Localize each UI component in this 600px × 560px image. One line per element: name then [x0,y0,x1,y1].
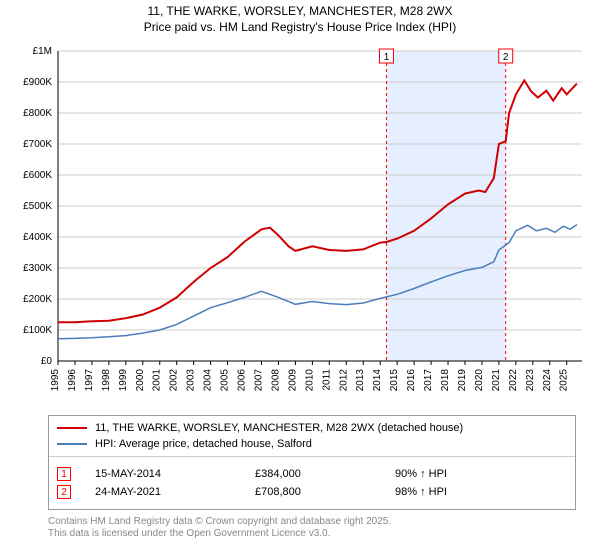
chart-titles: 11, THE WARKE, WORSLEY, MANCHESTER, M28 … [0,0,600,35]
svg-text:1998: 1998 [101,369,112,392]
svg-text:2025: 2025 [559,369,570,392]
event-row: 1 15-MAY-2014 £384,000 90% ↑ HPI [57,467,567,481]
event-row: 2 24-MAY-2021 £708,800 98% ↑ HPI [57,485,567,499]
svg-text:2004: 2004 [203,369,214,392]
svg-text:2000: 2000 [135,369,146,392]
footer: Contains HM Land Registry data © Crown c… [48,516,576,540]
svg-text:1997: 1997 [84,369,95,392]
svg-text:£200K: £200K [23,294,52,305]
svg-text:2022: 2022 [508,369,519,392]
legend-swatch-price [57,427,87,429]
svg-text:£600K: £600K [23,170,52,181]
legend-swatch-hpi [57,443,87,445]
svg-text:1: 1 [384,52,390,63]
svg-text:£0: £0 [41,356,53,367]
legend: 11, THE WARKE, WORSLEY, MANCHESTER, M28 … [49,416,575,456]
footer-line-1: Contains HM Land Registry data © Crown c… [48,516,576,528]
svg-text:2012: 2012 [338,369,349,392]
svg-text:1995: 1995 [50,369,61,392]
title-address: 11, THE WARKE, WORSLEY, MANCHESTER, M28 … [0,4,600,20]
svg-text:2023: 2023 [525,369,536,392]
legend-label-price: 11, THE WARKE, WORSLEY, MANCHESTER, M28 … [95,422,463,434]
svg-text:2024: 2024 [542,369,553,392]
svg-text:2001: 2001 [152,369,163,392]
svg-text:£800K: £800K [23,108,52,119]
event-date: 15-MAY-2014 [95,468,255,480]
svg-text:2020: 2020 [474,369,485,392]
svg-text:£900K: £900K [23,77,52,88]
info-panel: 11, THE WARKE, WORSLEY, MANCHESTER, M28 … [48,415,576,510]
chart-area: £0 £100K £200K £300K £400K £500K £600K £700K £80… [10,41,590,411]
svg-text:2005: 2005 [220,369,231,392]
event-date: 24-MAY-2021 [95,486,255,498]
event-hpi: 90% ↑ HPI [395,468,447,480]
legend-label-hpi: HPI: Average price, detached house, Salf… [95,438,312,450]
svg-text:2011: 2011 [321,369,332,391]
svg-text:£1M: £1M [33,46,52,57]
svg-text:2006: 2006 [237,369,248,392]
svg-text:2014: 2014 [372,369,383,392]
svg-text:2013: 2013 [355,369,366,392]
event-marker-1: 1 [57,467,71,481]
svg-text:1996: 1996 [67,369,78,392]
svg-text:2: 2 [503,52,509,63]
legend-item-hpi: HPI: Average price, detached house, Salf… [57,436,567,452]
svg-text:1999: 1999 [118,369,129,392]
svg-text:£700K: £700K [23,139,52,150]
event-marker-2: 2 [57,485,71,499]
svg-text:2007: 2007 [253,369,264,392]
svg-text:2018: 2018 [440,369,451,392]
svg-text:2016: 2016 [406,369,417,392]
svg-text:£500K: £500K [23,201,52,212]
svg-text:2019: 2019 [457,369,468,392]
event-price: £384,000 [255,468,395,480]
footer-line-2: This data is licensed under the Open Gov… [48,528,576,540]
svg-text:£300K: £300K [23,263,52,274]
svg-text:2021: 2021 [491,369,502,392]
svg-text:2009: 2009 [287,369,298,392]
svg-text:2008: 2008 [270,369,281,392]
svg-text:2003: 2003 [186,369,197,392]
svg-text:2017: 2017 [423,369,434,392]
events-table: 1 15-MAY-2014 £384,000 90% ↑ HPI 2 24-MA… [49,456,575,509]
event-price: £708,800 [255,486,395,498]
svg-text:2015: 2015 [389,369,400,392]
title-subtitle: Price paid vs. HM Land Registry's House … [0,20,600,36]
legend-item-price: 11, THE WARKE, WORSLEY, MANCHESTER, M28 … [57,420,567,436]
svg-text:£400K: £400K [23,232,52,243]
line-chart: £0 £100K £200K £300K £400K £500K £600K £700K £80… [10,41,590,411]
svg-text:£100K: £100K [23,325,52,336]
event-hpi: 98% ↑ HPI [395,486,447,498]
svg-text:2002: 2002 [169,369,180,392]
svg-text:2010: 2010 [304,369,315,392]
